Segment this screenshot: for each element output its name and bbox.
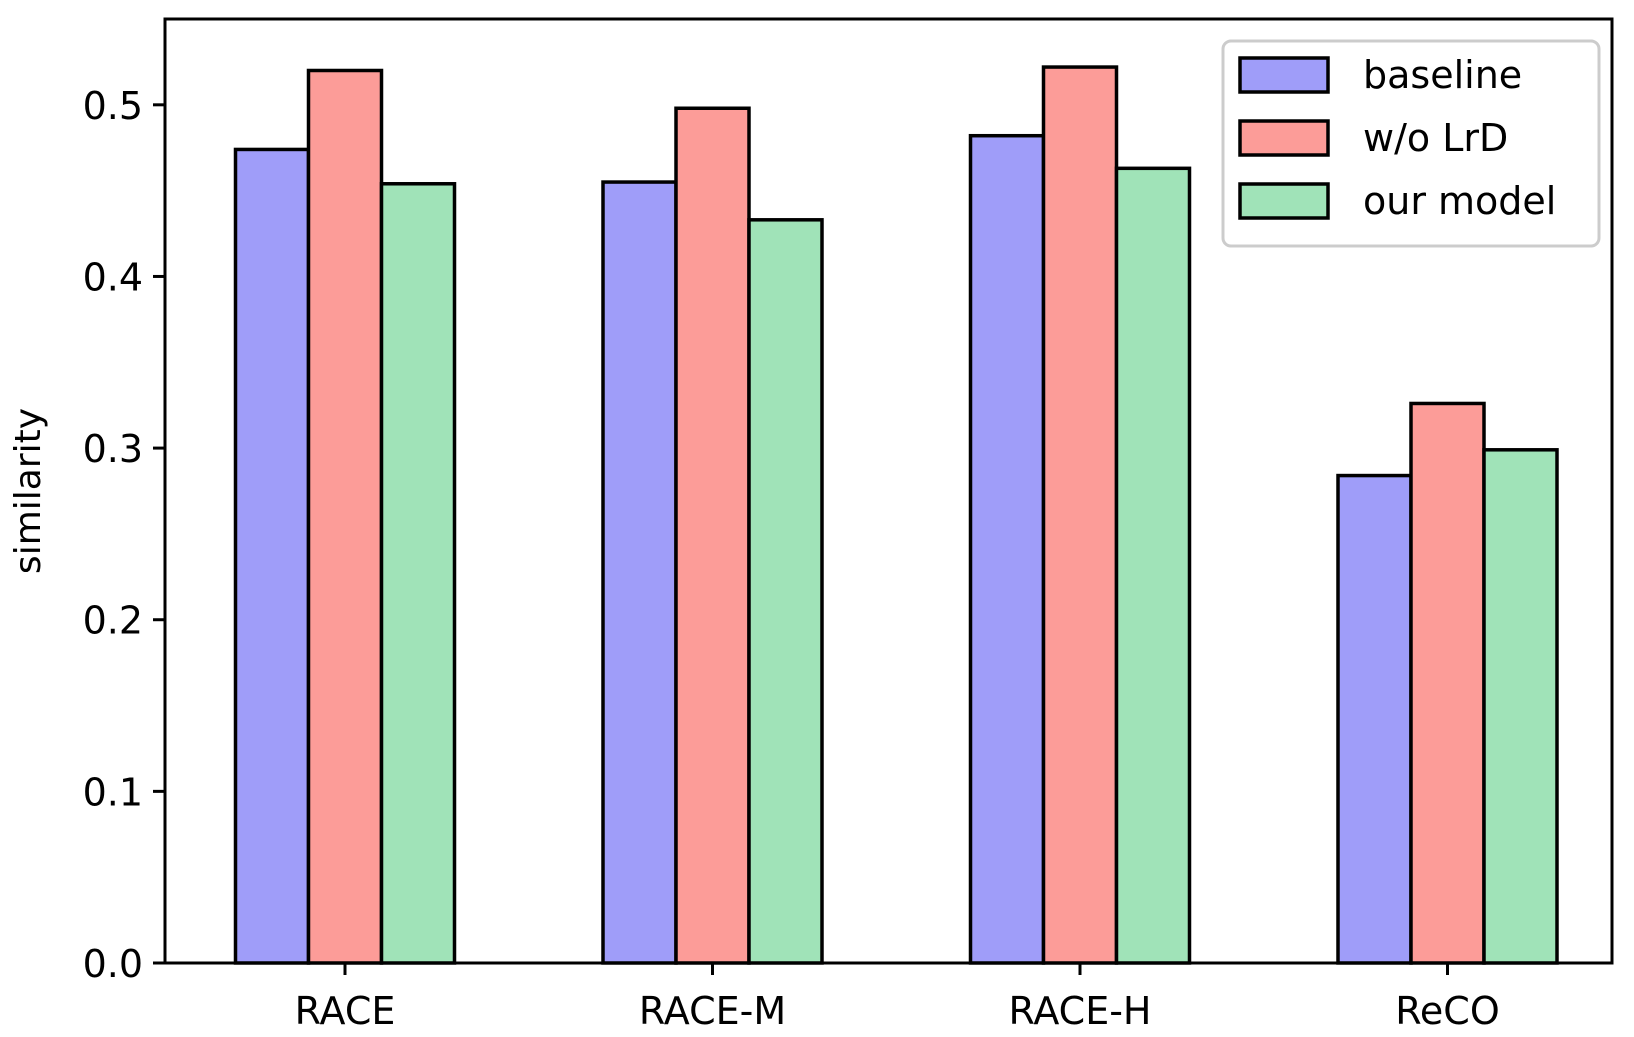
legend-swatch [1238,182,1330,220]
bar-our-model-reco [1482,448,1559,965]
bar-w-o-lrd-reco [1409,401,1486,965]
y-tick-label: 0.4 [83,255,143,299]
y-axis-label: similarity [8,408,49,574]
legend-label: baseline [1363,53,1522,97]
bar-baseline-reco [1336,473,1413,965]
legend-swatch [1238,119,1330,157]
x-axis: RACE RACE-M RACE-H ReCO [295,963,1500,1033]
legend: baseline w/o LrD our model [1221,39,1601,248]
plot-frame [163,17,1614,965]
bar-w-o-lrd-race [306,68,384,965]
y-axis: 0.0 0.1 0.2 0.3 0.4 0.5 [83,84,165,986]
y-tick-label: 0.1 [83,770,143,814]
bar-baseline-race [233,147,311,965]
bar-our-model-race-h [1114,166,1192,965]
bar-our-model-race [379,182,457,965]
x-tick-label: RACE-M [639,989,786,1033]
x-tick-label: RACE [295,989,396,1033]
legend-label: w/o LrD [1363,116,1508,160]
legend-label: our model [1363,179,1556,223]
y-tick-label: 0.3 [83,427,143,471]
y-tick-label: 0.2 [83,599,143,643]
y-tick-label: 0.5 [83,84,143,128]
bar-w-o-lrd-race-h [1041,65,1119,965]
x-tick-label: ReCO [1395,989,1500,1033]
legend-swatch [1238,56,1330,94]
y-tick-label: 0.0 [83,942,143,986]
bars-layer [233,65,1559,965]
bar-our-model-race-m [747,218,824,965]
x-tick-label: RACE-H [1008,989,1151,1033]
bar-baseline-race-m [601,180,678,965]
bar-w-o-lrd-race-m [674,106,751,965]
bar-baseline-race-h [968,133,1046,965]
